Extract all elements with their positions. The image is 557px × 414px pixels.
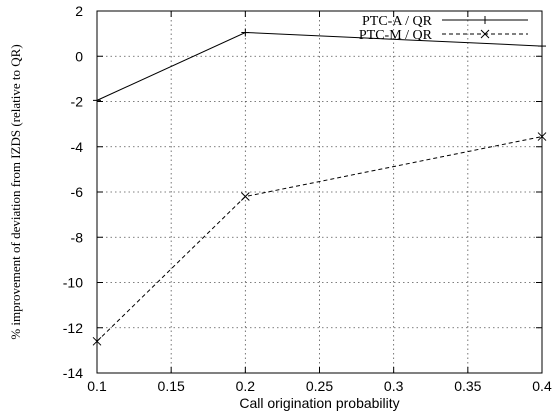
x-tick-label: 0.1 <box>87 378 107 394</box>
legend-label: PTC-M / QR <box>359 28 433 43</box>
x-axis-title: Call origination probability <box>239 395 399 411</box>
x-tick-label: 0.3 <box>384 378 404 394</box>
grid-layer <box>97 11 542 373</box>
data-point <box>241 28 250 37</box>
point-marker <box>240 192 250 201</box>
point-marker <box>92 336 102 346</box>
legend-swatch-marker <box>480 29 490 39</box>
data-point <box>92 336 102 346</box>
y-tick-label: -8 <box>71 229 84 245</box>
x-tick-label: 0.25 <box>306 378 333 394</box>
y-tick-label: -2 <box>71 94 84 110</box>
legend-entry: PTC-M / QR <box>359 28 528 43</box>
y-tick-label: -12 <box>63 320 83 336</box>
series-line <box>96 136 543 342</box>
data-point <box>240 192 250 201</box>
point-marker <box>537 132 547 141</box>
data-point <box>537 132 547 141</box>
legend-label: PTC-A / QR <box>362 14 433 29</box>
axes-layer: 0.1 0.15 0.2 0.25 0.3 0.35 0.4 -14 -12 -10 -8 -6 -4 -… <box>63 3 552 394</box>
x-tick-label: 0.4 <box>532 378 552 394</box>
data-point <box>93 96 101 105</box>
x-tick-label: 0.2 <box>236 378 256 394</box>
legend-entry: PTC-A / QR <box>362 14 528 29</box>
series-layer <box>92 28 547 346</box>
data-point <box>538 42 546 51</box>
y-tick-label: -6 <box>71 184 84 200</box>
y-tick-label: 0 <box>75 48 83 64</box>
y-tick-label: -10 <box>63 275 83 291</box>
x-tick-label: 0.15 <box>158 378 185 394</box>
series-2 <box>92 132 547 346</box>
y-axis-title: % improvement of deviation from IZDS (re… <box>8 44 23 339</box>
series-1 <box>93 28 546 105</box>
x-tick-label: 0.35 <box>454 378 481 394</box>
y-tick-label: -14 <box>63 365 83 381</box>
y-tick-label: 2 <box>75 3 83 19</box>
y-tick-label: -4 <box>71 139 84 155</box>
